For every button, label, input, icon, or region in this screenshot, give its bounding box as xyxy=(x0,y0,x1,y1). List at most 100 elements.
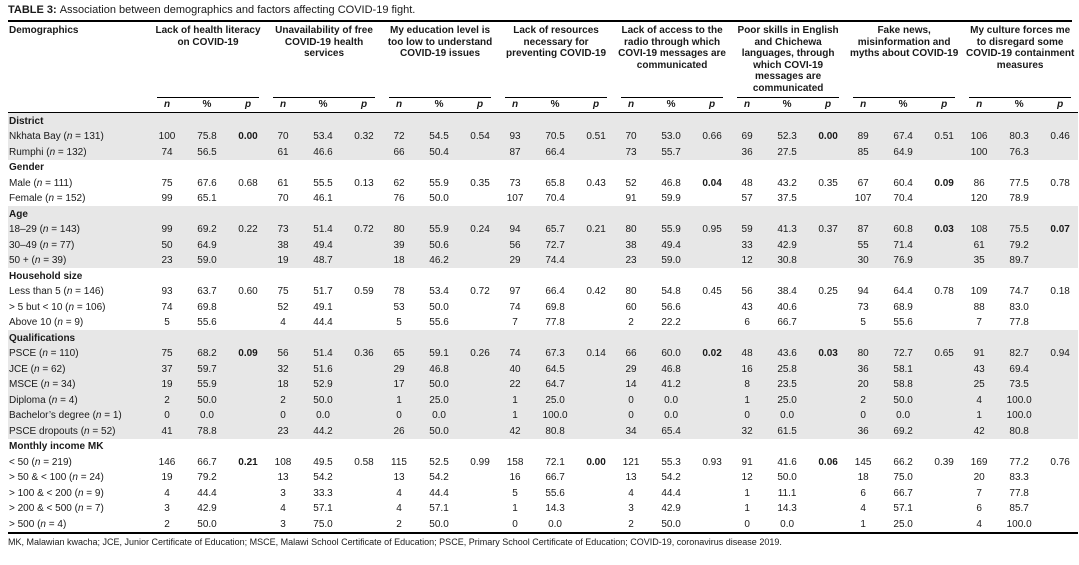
cell-p: 0.65 xyxy=(934,348,954,359)
cell-n: 121 xyxy=(622,456,640,468)
cell-p xyxy=(810,485,846,501)
cell-n: 55 xyxy=(857,239,869,251)
cell-p xyxy=(346,299,382,315)
cell-p xyxy=(926,253,962,269)
n-symbol: n xyxy=(49,146,56,158)
table-row: 30–49 (n = 77) 50 64.9 38 49.4 39 50.6 56 72.7 38… xyxy=(8,237,1079,253)
group-rule-line xyxy=(505,97,608,98)
table-footnote: MK, Malawian kwacha; JCE, Junior Certifi… xyxy=(8,536,782,547)
cell-p xyxy=(462,315,498,331)
cell-n: 88 xyxy=(973,301,985,313)
cell-pct: 60.0 xyxy=(661,348,681,359)
cell-p xyxy=(1042,423,1078,439)
cell-n: 4 xyxy=(860,503,866,514)
cell-n: 7 xyxy=(976,317,982,328)
cell-p xyxy=(810,191,846,207)
cell-p xyxy=(694,253,730,269)
cell-pct: 85.7 xyxy=(1009,503,1029,514)
cell-n: 1 xyxy=(396,394,402,406)
cell-pct: 61.5 xyxy=(777,425,797,437)
table-caption: Association between demographics and fac… xyxy=(59,4,416,16)
row-label: Above 10 (n = 9) xyxy=(9,317,84,328)
cell-pct: 51.7 xyxy=(313,286,333,297)
cell-pct: 59.9 xyxy=(661,193,681,204)
cell-n: 3 xyxy=(280,518,286,530)
cell-pct: 54.5 xyxy=(429,131,449,142)
row-label: > 5 but < 10 (n = 106) xyxy=(9,301,106,313)
cell-p xyxy=(926,237,962,253)
cell-p xyxy=(926,516,962,533)
cell-pct: 46.8 xyxy=(661,363,681,375)
cell-n: 72 xyxy=(393,131,405,142)
header-row-rules xyxy=(8,95,1078,98)
cell-pct: 56.6 xyxy=(661,301,681,313)
cell-n: 70 xyxy=(625,131,637,142)
cell-pct: 75.5 xyxy=(1009,224,1029,235)
row-label: Diploma (n = 4) xyxy=(9,394,78,406)
cell-pct: 69.4 xyxy=(1009,363,1029,375)
cell-pct: 54.2 xyxy=(661,472,681,483)
cell-p xyxy=(462,423,498,439)
cell-n: 43 xyxy=(741,301,753,313)
cell-p xyxy=(1042,485,1078,501)
cell-pct: 55.6 xyxy=(545,487,565,499)
cell-pct: 68.2 xyxy=(197,348,217,359)
cell-n: 39 xyxy=(393,239,405,251)
cell-p xyxy=(578,423,614,439)
n-symbol: n xyxy=(34,456,41,468)
cell-pct: 52.5 xyxy=(429,456,449,468)
cell-p xyxy=(1042,470,1078,486)
header-row-factors: Demographics Lack of health literacy on C… xyxy=(8,22,1078,113)
table-row: 50 + (n = 39) 23 59.0 19 48.7 18 46.2 29 74.4 23 5… xyxy=(8,252,1079,269)
subcolumn-header-p: p xyxy=(926,98,963,113)
subcolumn-header-p: p xyxy=(230,98,267,113)
cell-n: 65 xyxy=(393,348,405,359)
subcolumn-header-n: n xyxy=(382,98,417,113)
cell-p xyxy=(230,470,266,486)
cell-n: 56 xyxy=(741,286,753,297)
table-row: Less than 5 (n = 146) 93 63.7 0.60 75 51.7 0.5… xyxy=(8,284,1078,300)
cell-p xyxy=(462,470,498,486)
cell-pct: 65.7 xyxy=(545,224,565,235)
cell-pct: 77.5 xyxy=(1009,177,1029,189)
row-label: Less than 5 (n = 146) xyxy=(9,286,104,297)
cell-pct: 25.0 xyxy=(893,518,913,530)
n-symbol: n xyxy=(66,286,73,297)
cell-p: 0.26 xyxy=(470,348,490,359)
cell-p xyxy=(462,485,498,501)
n-symbol: n xyxy=(57,317,63,328)
table-row: > 50 & < 100 (n = 24) 19 79.2 13 54.2 13 54.2 1… xyxy=(8,470,1078,486)
cell-p xyxy=(1042,408,1078,424)
cell-p: 0.03 xyxy=(818,348,838,359)
cell-pct: 66.7 xyxy=(777,317,797,328)
cell-p xyxy=(462,361,498,377)
row-label: > 50 & < 100 (n = 24) xyxy=(9,472,104,483)
cell-pct: 42.9 xyxy=(777,239,797,251)
cell-p xyxy=(1042,299,1078,315)
cell-p xyxy=(810,408,846,424)
cell-p xyxy=(230,191,266,207)
cell-p xyxy=(926,392,962,408)
cell-n: 29 xyxy=(625,363,637,375)
cell-pct: 46.1 xyxy=(313,193,333,204)
group-rule-line xyxy=(389,97,492,98)
cell-p xyxy=(578,237,614,253)
cell-pct: 0.0 xyxy=(548,518,562,530)
cell-pct: 50.0 xyxy=(429,301,449,313)
cell-p: 0.09 xyxy=(934,177,954,189)
cell-p: 0.76 xyxy=(1050,456,1070,468)
cell-p xyxy=(230,253,266,269)
cell-pct: 55.6 xyxy=(197,317,217,328)
cell-n: 73 xyxy=(625,146,637,158)
cell-n: 38 xyxy=(277,239,289,251)
table-row: Female (n = 152) 99 65.1 70 46.1 76 50.0 107 70.… xyxy=(8,191,1078,207)
cell-p xyxy=(230,516,266,533)
cell-pct: 0.0 xyxy=(780,410,795,421)
cell-n: 94 xyxy=(857,286,869,297)
cell-n: 5 xyxy=(396,317,402,328)
section-header-label: Qualifications xyxy=(9,332,76,344)
cell-n: 41 xyxy=(161,425,173,437)
cell-p: 0.66 xyxy=(702,131,722,142)
subcolumn-header-pct: % xyxy=(996,98,1043,113)
